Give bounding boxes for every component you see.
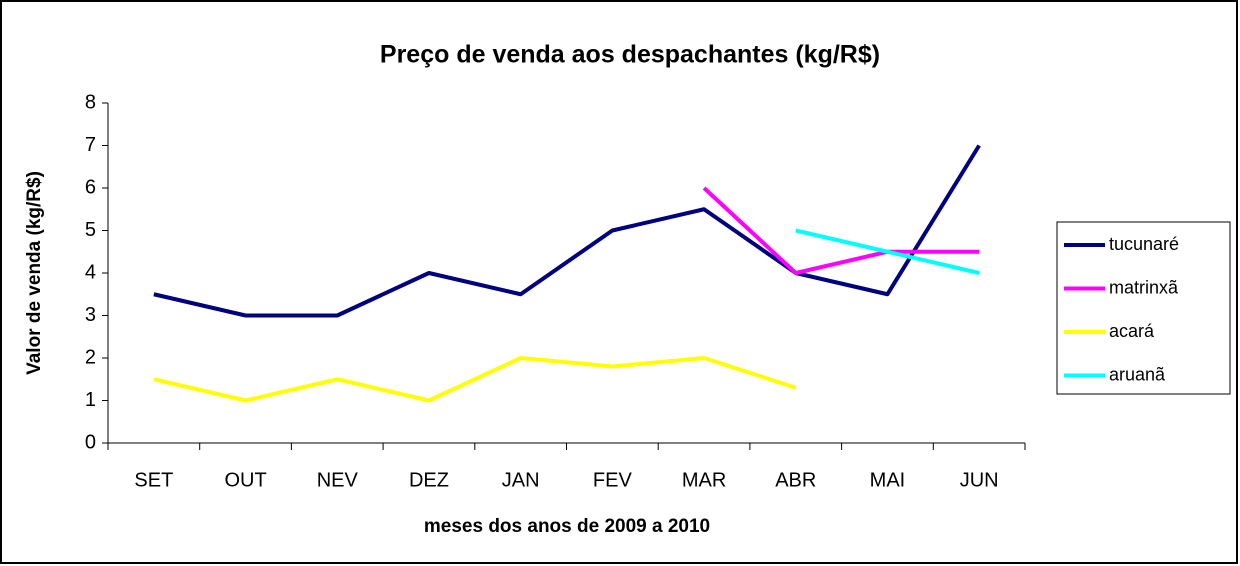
line-series — [153, 356, 797, 403]
y-tick-label: 5 — [85, 219, 96, 241]
y-tick-label: 2 — [85, 346, 96, 368]
y-tick-label: 1 — [85, 389, 96, 411]
legend-label: tucunaré — [1109, 234, 1179, 254]
x-tick-label: MAR — [682, 469, 726, 491]
y-axis-title: Valor de venda (kg/R$) — [24, 171, 45, 375]
y-tick-label: 6 — [85, 176, 96, 198]
line-series — [702, 186, 980, 275]
y-tick-label: 4 — [85, 261, 96, 283]
x-tick-label: OUT — [224, 469, 266, 491]
x-tick-label: SET — [134, 469, 173, 491]
chart-title: Preço de venda aos despachantes (kg/R$) — [380, 41, 880, 69]
x-tick-label: FEV — [593, 469, 633, 491]
x-tick-label: DEZ — [409, 469, 449, 491]
x-tick-label: MAI — [870, 469, 906, 491]
x-tick-label: ABR — [775, 469, 816, 491]
y-tick-label: 8 — [85, 91, 96, 113]
x-tick-label: JUN — [960, 469, 999, 491]
legend-box — [1056, 221, 1231, 395]
y-tick-label: 7 — [85, 134, 96, 156]
legend-label: aruanã — [1109, 364, 1166, 384]
x-axis-title: meses dos anos de 2009 a 2010 — [424, 516, 710, 537]
line-series — [153, 144, 981, 318]
y-tick-label: 3 — [85, 304, 96, 326]
legend-label: matrinxã — [1109, 277, 1179, 297]
y-tick-label: 0 — [85, 431, 96, 453]
legend-label: acará — [1109, 321, 1155, 341]
x-tick-label: JAN — [502, 469, 540, 491]
line-series — [795, 228, 980, 275]
x-tick-label: NEV — [317, 469, 359, 491]
